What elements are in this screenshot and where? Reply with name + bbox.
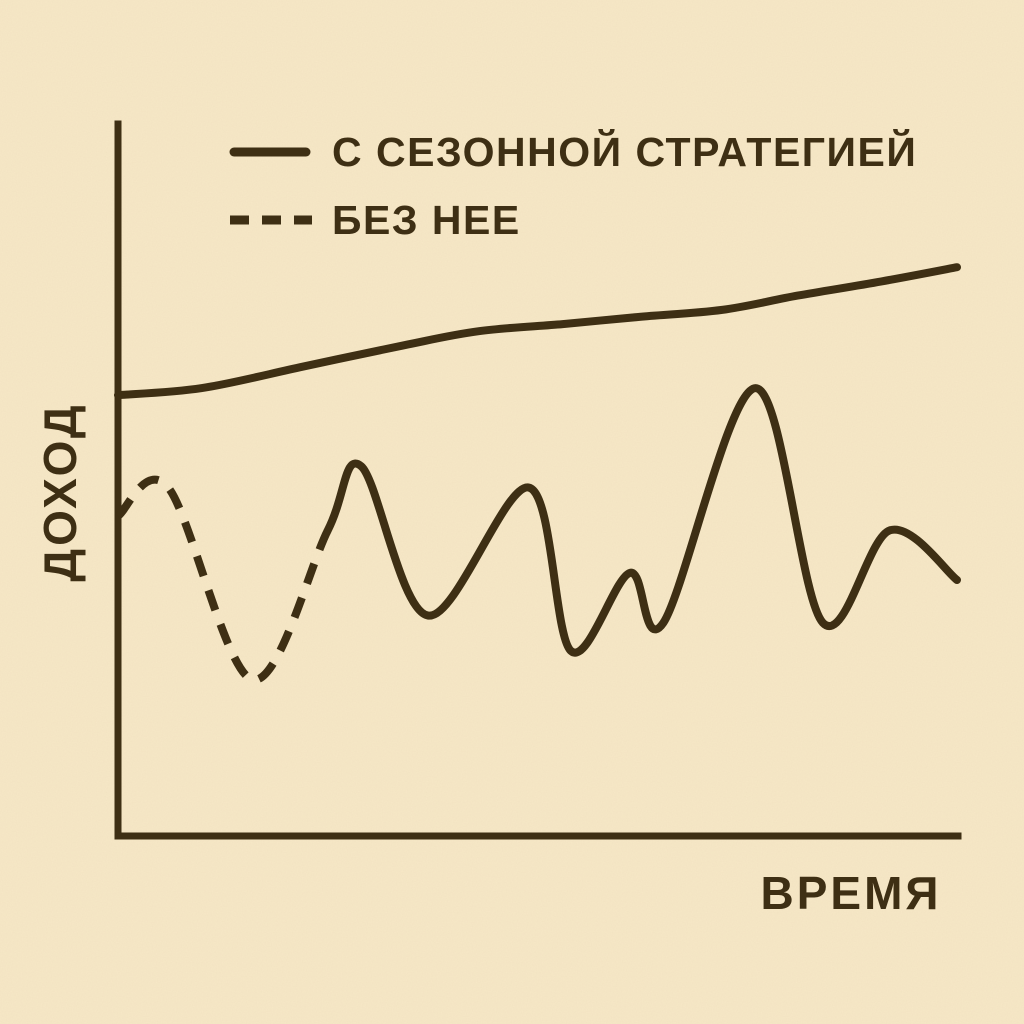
series-line-1-solid <box>323 384 961 657</box>
x-axis-label: ВРЕМЯ <box>760 867 942 919</box>
legend-label-without-strategy: БЕЗ НЕЕ <box>332 196 521 243</box>
series-line-1-dashed <box>115 475 332 684</box>
solid-line-sample-icon <box>229 147 311 157</box>
legend: С СЕЗОННОЙ СТРАТЕГИЕЙ БЕЗ НЕЕ <box>228 128 917 244</box>
dashed-line-sample-icon <box>230 215 312 225</box>
axes-lines <box>114 120 962 840</box>
legend-label-with-strategy: С СЕЗОННОЙ СТРАТЕГИЕЙ <box>332 128 918 175</box>
series-layer <box>114 263 961 684</box>
legend-item-without-strategy: БЕЗ НЕЕ <box>228 196 917 244</box>
y-axis-label: ДОХОД <box>34 402 86 582</box>
legend-item-with-strategy: С СЕЗОННОЙ СТРАТЕГИЕЙ <box>228 128 917 176</box>
series-line-0 <box>114 263 961 400</box>
